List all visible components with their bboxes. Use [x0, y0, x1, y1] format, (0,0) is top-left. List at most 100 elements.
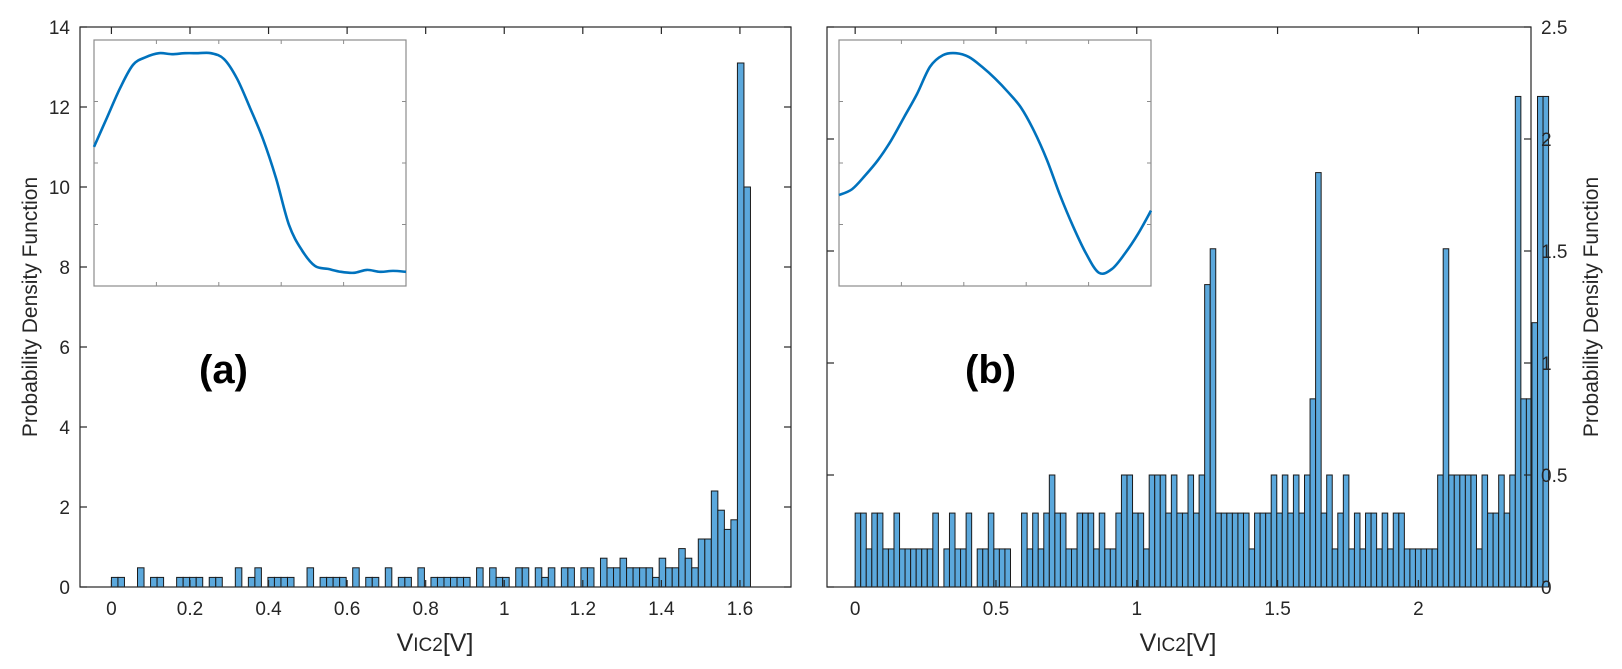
- histogram-bar: [580, 567, 588, 588]
- histogram-bar: [697, 538, 706, 588]
- histogram-bar: [332, 576, 341, 588]
- histogram-bar: [430, 576, 438, 588]
- histogram-bar: [456, 576, 465, 588]
- histogram-bar: [436, 576, 445, 588]
- histogram-bar: [365, 576, 373, 588]
- histogram-bar: [730, 519, 738, 588]
- histogram-bar: [1426, 548, 1433, 588]
- histogram-bar: [208, 576, 217, 588]
- histogram-bar: [1531, 322, 1539, 588]
- panel-a-ylabel: Probability Density Function: [19, 177, 42, 437]
- histogram-bar: [943, 548, 950, 588]
- histogram-bar: [882, 548, 889, 588]
- histogram-bar: [921, 548, 928, 588]
- histogram-bar: [1409, 548, 1416, 588]
- histogram-bar: [865, 548, 873, 588]
- x-tick-label: 1.6: [727, 599, 753, 620]
- histogram-bar: [280, 576, 288, 588]
- histogram-bar: [1453, 474, 1461, 588]
- histogram-bar: [1115, 512, 1122, 588]
- histogram-bar: [306, 567, 315, 588]
- histogram-bar: [417, 567, 425, 588]
- y-tick-label: 4: [59, 418, 70, 439]
- histogram-bar: [117, 576, 125, 588]
- histogram-bar: [1365, 512, 1372, 588]
- histogram-bar: [1309, 398, 1317, 588]
- y-tick-label: 1.5: [1541, 242, 1567, 263]
- histogram-bar: [1420, 548, 1428, 588]
- histogram-bar: [671, 567, 680, 588]
- histogram-bar: [1215, 512, 1222, 588]
- histogram-bar: [1143, 548, 1150, 588]
- histogram-bar: [1381, 512, 1389, 588]
- histogram-bar: [1259, 512, 1267, 588]
- histogram-bar: [286, 576, 295, 588]
- histogram-bar: [247, 576, 256, 588]
- histogram-bar: [1248, 548, 1256, 588]
- histogram-bar: [1187, 474, 1195, 588]
- panel-a: 0 0.2 0.4 0.6 0.8 1 1.2 1.4 1.6 0 2 4 6 8 10 12 14 (a) P…: [19, 18, 792, 657]
- histogram-bar: [1054, 512, 1061, 588]
- x-tick-label: 1: [1131, 599, 1142, 620]
- inset-background: [838, 39, 1152, 287]
- histogram-bar: [1370, 512, 1378, 588]
- histogram-bar: [915, 548, 923, 588]
- histogram-bar: [1120, 474, 1128, 588]
- histogram-bar: [658, 557, 667, 588]
- x-tick-label: 1: [499, 599, 510, 620]
- histogram-bar: [993, 548, 1000, 588]
- histogram-bar: [976, 548, 984, 588]
- histogram-bar: [195, 576, 204, 588]
- histogram-bar: [619, 557, 628, 588]
- y-tick-label: 6: [59, 338, 70, 359]
- histogram-bar: [639, 567, 647, 588]
- histogram-bar: [1226, 512, 1233, 588]
- panel-a-axes-box: [79, 26, 792, 588]
- histogram-bar: [1509, 474, 1516, 588]
- histogram-bar: [1298, 512, 1306, 588]
- histogram-bar: [926, 548, 934, 588]
- panel-b-xlabel: VIC2[V]: [1140, 629, 1217, 657]
- histogram-bar: [1481, 474, 1489, 588]
- panel-b-label: (b): [965, 348, 1016, 392]
- histogram-bar: [1204, 284, 1211, 588]
- histogram-bar: [704, 538, 712, 588]
- histogram-bar: [1237, 512, 1244, 588]
- histogram-bar: [176, 576, 184, 588]
- histogram-bar: [150, 576, 158, 588]
- x-tick-label: 0: [106, 599, 117, 620]
- histogram-bar: [182, 576, 191, 588]
- histogram-bar: [1292, 474, 1300, 588]
- histogram-bar: [1542, 95, 1550, 588]
- y-tick-label: 2: [1541, 130, 1552, 151]
- histogram-bar: [1498, 474, 1505, 588]
- histogram-bar: [547, 567, 556, 588]
- histogram-bar: [404, 576, 412, 588]
- panel-b-bars: [854, 95, 1550, 588]
- histogram-bar: [1387, 548, 1394, 588]
- x-tick-label: 0.8: [412, 599, 438, 620]
- histogram-bar: [899, 548, 906, 588]
- histogram-bar: [1348, 548, 1355, 588]
- histogram-bar: [137, 567, 145, 588]
- histogram-bar: [678, 548, 686, 588]
- inset-waveform-line: [92, 51, 407, 275]
- histogram-bar: [1392, 512, 1400, 588]
- histogram-bar: [534, 567, 543, 588]
- y-tick-label: 14: [49, 18, 71, 39]
- histogram-bar: [1459, 474, 1466, 588]
- histogram-bar: [1220, 512, 1228, 588]
- histogram-bar: [1431, 548, 1439, 588]
- histogram-bar: [1165, 512, 1172, 588]
- histogram-bar: [1043, 512, 1050, 588]
- panel-b-ticks: 0 0.5 1 1.5 2 0 0.5 1 1.5 2 2.5: [827, 18, 1567, 620]
- y-tick-label: 2: [59, 498, 70, 519]
- histogram-bar: [1487, 512, 1494, 588]
- panel-a-inset: [92, 39, 407, 287]
- histogram-bar: [1193, 512, 1200, 588]
- histogram-bar: [987, 512, 995, 588]
- histogram-bar: [1304, 474, 1311, 588]
- histogram-bar: [1448, 474, 1455, 588]
- histogram-bar: [998, 548, 1006, 588]
- histogram-bar: [1093, 548, 1100, 588]
